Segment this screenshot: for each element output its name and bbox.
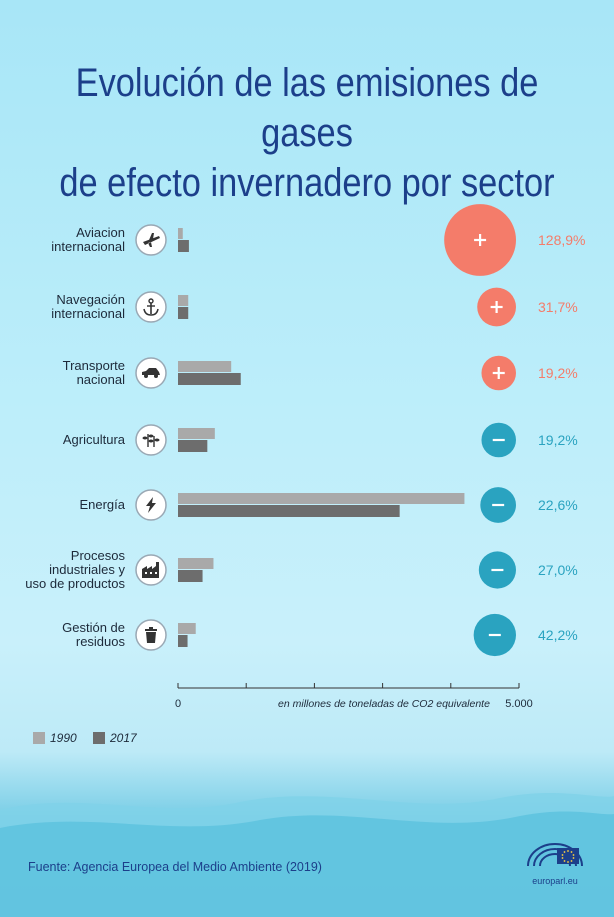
anchor-icon-glyph bbox=[143, 298, 159, 316]
chart-title: Evolución de las emisiones de gases de e… bbox=[59, 61, 555, 205]
category-label-line: Procesos bbox=[71, 548, 126, 563]
category-label: Navegación internacional bbox=[51, 292, 125, 321]
change-percent: 31,7% bbox=[538, 299, 578, 315]
bar-2017 bbox=[178, 240, 189, 252]
wave-decoration bbox=[0, 793, 614, 917]
parliament-logo-icon bbox=[527, 843, 583, 867]
category-label-line: Agricultura bbox=[63, 432, 126, 447]
logo-text[interactable]: europarl.eu bbox=[532, 876, 578, 886]
x-tick-label: 0 bbox=[175, 698, 181, 710]
lightning-icon bbox=[135, 489, 167, 521]
category-label-line: internacional bbox=[51, 306, 125, 321]
bar-1990 bbox=[178, 493, 465, 504]
category-label: Aviacion internacional bbox=[51, 225, 125, 254]
category-label-line: uso de productos bbox=[25, 576, 125, 591]
bar-1990 bbox=[178, 558, 214, 569]
category-label-line: Navegación bbox=[56, 292, 125, 307]
change-percent: 19,2% bbox=[538, 365, 578, 381]
factory-icon-glyph bbox=[142, 562, 159, 578]
bar-1990 bbox=[178, 295, 189, 306]
change-percent: 27,0% bbox=[538, 562, 578, 578]
category-label: Transporte nacional bbox=[63, 358, 125, 387]
category-label: Procesos industriales y uso de productos bbox=[25, 548, 125, 591]
category-label-line: industriales y bbox=[49, 562, 125, 577]
category-label-line: nacional bbox=[77, 372, 126, 387]
category-label: Energía bbox=[79, 497, 125, 512]
plane-icon bbox=[135, 224, 167, 256]
category-label: Gestión de residuos bbox=[62, 620, 125, 649]
emissions-chart: Aviacion internacional 128,9%Navegación int… bbox=[25, 204, 585, 745]
bar-1990 bbox=[178, 428, 215, 439]
bar-1990 bbox=[178, 623, 196, 634]
legend-swatch bbox=[93, 732, 105, 744]
plant-icon-glyph bbox=[142, 434, 160, 447]
bar-2017 bbox=[178, 570, 203, 582]
category-label: Agricultura bbox=[63, 432, 126, 447]
category-label-line: Transporte bbox=[63, 358, 125, 373]
legend-swatch bbox=[33, 732, 45, 744]
europarl-logo[interactable]: europarl.eu bbox=[520, 840, 590, 886]
change-percent: 22,6% bbox=[538, 497, 578, 513]
change-percent: 128,9% bbox=[538, 232, 585, 248]
category-label-line: Gestión de bbox=[62, 620, 125, 635]
car-icon bbox=[135, 357, 167, 389]
category-label-line: Aviacion bbox=[76, 225, 125, 240]
bar-1990 bbox=[178, 361, 232, 372]
bar-1990 bbox=[178, 228, 183, 239]
plane-icon-glyph bbox=[143, 233, 160, 247]
category-label-line: Energía bbox=[79, 497, 125, 512]
legend-label: 2017 bbox=[109, 731, 138, 745]
axis-unit-label: en millones de toneladas de CO2 equivale… bbox=[278, 698, 490, 710]
bar-2017 bbox=[178, 373, 241, 385]
car-icon-glyph bbox=[142, 368, 160, 378]
category-label-line: residuos bbox=[76, 634, 126, 649]
lightning-icon-glyph bbox=[146, 497, 156, 513]
category-label-line: internacional bbox=[51, 239, 125, 254]
bar-2017 bbox=[178, 440, 208, 452]
change-percent: 19,2% bbox=[538, 432, 578, 448]
trash-icon bbox=[135, 619, 167, 651]
change-percent: 42,2% bbox=[538, 627, 578, 643]
bar-2017 bbox=[178, 635, 188, 647]
anchor-icon bbox=[135, 291, 167, 323]
bar-2017 bbox=[178, 307, 189, 319]
bar-2017 bbox=[178, 505, 400, 517]
legend-label: 1990 bbox=[50, 731, 77, 745]
plant-icon bbox=[135, 424, 167, 456]
x-tick-label: 5.000 bbox=[505, 698, 533, 710]
trash-icon-glyph bbox=[145, 627, 157, 643]
source-note: Fuente: Agencia Europea del Medio Ambien… bbox=[28, 860, 322, 874]
factory-icon bbox=[135, 554, 167, 586]
